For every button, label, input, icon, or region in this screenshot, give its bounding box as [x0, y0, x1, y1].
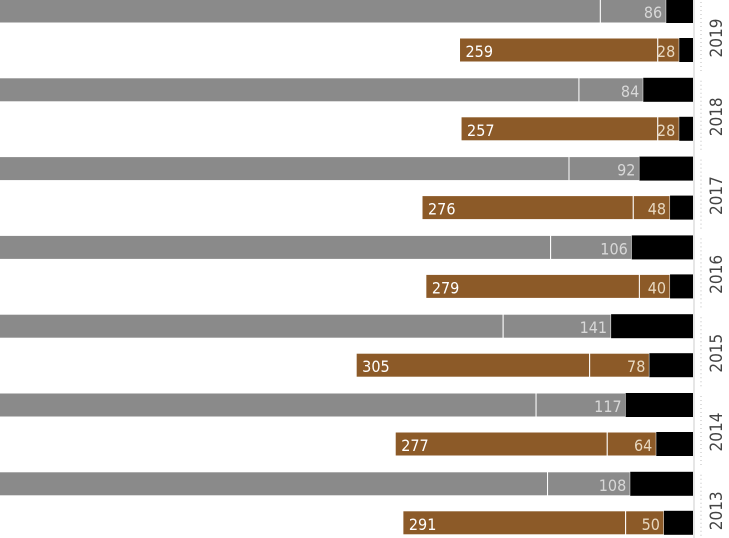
bar-2014-lower-seg3: [656, 432, 693, 456]
bar-2013-upper-seg1: [0, 471, 549, 497]
year-label-2018: 2018: [707, 97, 727, 136]
bar-2018-upper-seg1: [0, 77, 580, 103]
bar-2013-upper-seg3: [630, 471, 693, 496]
bar-2017-upper-seg1: [0, 156, 570, 182]
bar-2014-upper-seg2: [535, 392, 627, 418]
label-2014-lower-seg1: 277: [401, 436, 428, 455]
bar-2014-upper-seg1: [0, 392, 537, 418]
label-2013-lower-seg1: 291: [409, 515, 436, 534]
label-2016-upper-seg2: 106: [600, 239, 627, 258]
bar-2018-upper-seg3: [643, 77, 693, 102]
bar-2019-lower-seg3: [679, 38, 693, 62]
bar-2013-upper-seg2: [547, 471, 631, 497]
bar-2016-upper-seg2: [550, 234, 633, 260]
bar-2017-upper-seg3: [639, 156, 693, 181]
year-label-2019: 2019: [707, 19, 727, 58]
bar-2015-lower-seg3: [649, 353, 693, 378]
bar-2017-upper-seg2: [568, 156, 640, 182]
year-label-2013: 2013: [707, 491, 727, 530]
label-2014-upper-seg2: 117: [594, 397, 621, 416]
year-label-2014: 2014: [707, 413, 727, 452]
bar-2014-upper-seg3: [625, 393, 693, 417]
label-2013-upper-seg2: 108: [599, 476, 626, 495]
bar-2016-lower-seg3: [670, 274, 693, 299]
label-2018-lower-seg1: 257: [467, 121, 494, 140]
label-2019-lower-seg2: 28: [657, 42, 675, 61]
year-label-2015: 2015: [707, 334, 727, 373]
bar-2015-upper-seg1: [0, 313, 504, 339]
label-2018-upper-seg2: 84: [621, 82, 639, 101]
bar-2017-lower-seg2: [632, 195, 671, 221]
year-label-2016: 2016: [707, 255, 727, 294]
bar-2017-lower-seg3: [670, 195, 693, 220]
label-2014-lower-seg2: 64: [634, 436, 652, 455]
bar-2018-lower-seg1: [460, 116, 659, 142]
label-2015-lower-seg1: 305: [362, 357, 389, 376]
label-2017-lower-seg1: 276: [428, 200, 455, 219]
label-2018-lower-seg2: 28: [657, 121, 675, 140]
bar-2016-lower-seg2: [638, 273, 671, 299]
bar-2019-upper-seg1: [0, 0, 601, 24]
bar-2013-lower-seg3: [663, 510, 693, 535]
label-2015-upper-seg2: 141: [580, 318, 607, 337]
bar-2018-upper-seg2: [578, 77, 644, 103]
bar-2016-lower-seg1: [425, 273, 640, 299]
label-2019-lower-seg1: 259: [466, 42, 493, 61]
label-2013-lower-seg2: 50: [642, 515, 660, 534]
bar-2016-upper-seg3: [631, 235, 693, 260]
bar-2018-lower-seg3: [679, 116, 693, 141]
label-2016-lower-seg2: 40: [648, 278, 666, 297]
bar-2015-lower-seg2: [589, 352, 650, 378]
bar-2013-lower-seg2: [625, 510, 665, 536]
year-label-2017: 2017: [707, 176, 727, 215]
label-2016-lower-seg1: 279: [432, 278, 459, 297]
bar-2019-upper-seg3: [666, 0, 693, 23]
label-2019-upper-seg2: 86: [644, 3, 662, 22]
label-2015-lower-seg2: 78: [627, 357, 645, 376]
label-2017-upper-seg2: 92: [617, 161, 635, 180]
label-2017-lower-seg2: 48: [648, 200, 666, 219]
bar-2015-lower-seg1: [355, 352, 591, 378]
bar-2019-lower-seg1: [459, 37, 659, 63]
bar-2015-upper-seg3: [611, 314, 693, 339]
bar-2016-upper-seg1: [0, 234, 552, 260]
